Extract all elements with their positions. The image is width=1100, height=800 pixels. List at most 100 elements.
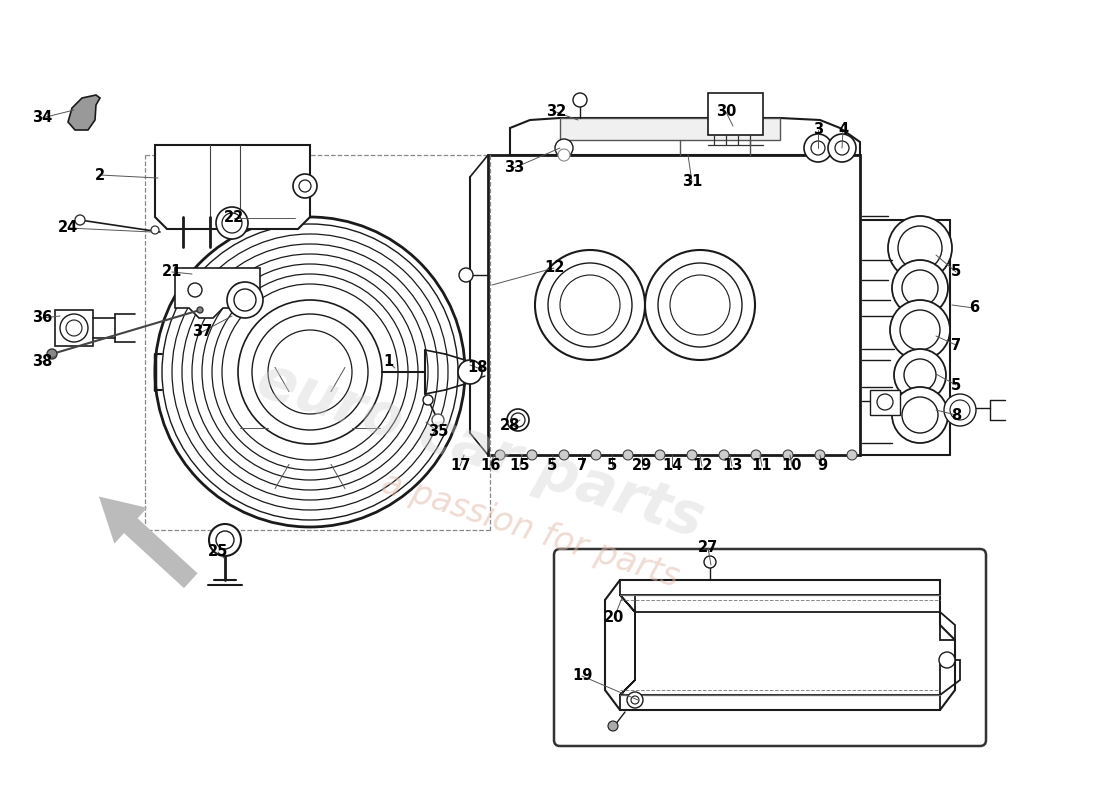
Circle shape xyxy=(222,213,242,233)
Text: 4: 4 xyxy=(838,122,848,138)
Circle shape xyxy=(233,283,248,297)
Circle shape xyxy=(902,270,938,306)
Circle shape xyxy=(898,226,942,270)
Text: 8: 8 xyxy=(950,407,961,422)
Circle shape xyxy=(458,360,482,384)
Circle shape xyxy=(182,244,438,500)
Text: 5: 5 xyxy=(950,265,961,279)
Circle shape xyxy=(688,450,697,460)
Circle shape xyxy=(944,394,976,426)
Text: a passion for parts: a passion for parts xyxy=(377,466,683,594)
Text: 27: 27 xyxy=(697,541,718,555)
Circle shape xyxy=(216,207,248,239)
Circle shape xyxy=(155,217,465,527)
Text: 5: 5 xyxy=(950,378,961,393)
Text: euro car parts: euro car parts xyxy=(250,351,711,549)
Text: 22: 22 xyxy=(224,210,244,226)
Text: 31: 31 xyxy=(682,174,702,190)
Circle shape xyxy=(151,226,160,234)
Circle shape xyxy=(828,134,856,162)
Text: 30: 30 xyxy=(716,105,736,119)
Text: 7: 7 xyxy=(576,458,587,474)
Circle shape xyxy=(658,263,742,347)
Text: 2: 2 xyxy=(95,167,106,182)
Circle shape xyxy=(222,284,398,460)
Text: 37: 37 xyxy=(191,325,212,339)
Text: 25: 25 xyxy=(208,545,228,559)
Circle shape xyxy=(556,139,573,157)
Circle shape xyxy=(888,216,952,280)
Circle shape xyxy=(847,450,857,460)
Text: 5: 5 xyxy=(547,458,557,474)
Circle shape xyxy=(197,307,204,313)
Text: 16: 16 xyxy=(480,458,501,474)
Circle shape xyxy=(238,300,382,444)
Circle shape xyxy=(459,268,473,282)
Circle shape xyxy=(751,450,761,460)
Text: 7: 7 xyxy=(950,338,961,353)
Text: 32: 32 xyxy=(546,105,566,119)
Circle shape xyxy=(252,314,368,430)
Polygon shape xyxy=(620,580,960,710)
Circle shape xyxy=(172,234,448,510)
Circle shape xyxy=(559,450,569,460)
Circle shape xyxy=(299,180,311,192)
Circle shape xyxy=(877,394,893,410)
Circle shape xyxy=(783,450,793,460)
Text: 12: 12 xyxy=(692,458,712,474)
Text: 38: 38 xyxy=(32,354,52,370)
Circle shape xyxy=(892,260,948,316)
Circle shape xyxy=(507,409,529,431)
Text: 6: 6 xyxy=(969,301,979,315)
Circle shape xyxy=(654,450,666,460)
Text: 10: 10 xyxy=(782,458,802,474)
Polygon shape xyxy=(488,155,860,455)
Polygon shape xyxy=(870,390,900,415)
Circle shape xyxy=(623,450,632,460)
Text: 17: 17 xyxy=(450,458,470,474)
Bar xyxy=(708,93,763,135)
Circle shape xyxy=(268,330,352,414)
Polygon shape xyxy=(560,118,780,140)
Circle shape xyxy=(216,531,234,549)
Text: 11: 11 xyxy=(751,458,772,474)
Circle shape xyxy=(293,174,317,198)
Polygon shape xyxy=(175,268,260,318)
Polygon shape xyxy=(55,310,94,346)
Text: 5: 5 xyxy=(607,458,617,474)
Text: 28: 28 xyxy=(499,418,520,434)
Circle shape xyxy=(815,450,825,460)
Circle shape xyxy=(902,397,938,433)
Text: 14: 14 xyxy=(662,458,682,474)
Circle shape xyxy=(560,275,620,335)
Text: 35: 35 xyxy=(428,425,448,439)
Circle shape xyxy=(212,274,408,470)
Polygon shape xyxy=(510,118,860,155)
Text: 20: 20 xyxy=(604,610,624,626)
Circle shape xyxy=(591,450,601,460)
Circle shape xyxy=(608,721,618,731)
Circle shape xyxy=(209,524,241,556)
Text: 21: 21 xyxy=(162,265,183,279)
Text: 33: 33 xyxy=(504,161,524,175)
Circle shape xyxy=(670,275,730,335)
Circle shape xyxy=(192,254,428,490)
Circle shape xyxy=(890,300,950,360)
Circle shape xyxy=(900,310,940,350)
Text: 9: 9 xyxy=(817,458,827,474)
Text: 13: 13 xyxy=(722,458,742,474)
Text: 18: 18 xyxy=(468,361,488,375)
Circle shape xyxy=(627,692,644,708)
Text: 24: 24 xyxy=(58,221,78,235)
Text: 34: 34 xyxy=(32,110,52,126)
Circle shape xyxy=(645,250,755,360)
Circle shape xyxy=(573,93,587,107)
Circle shape xyxy=(227,282,263,318)
Circle shape xyxy=(66,320,82,336)
Circle shape xyxy=(202,264,418,480)
Circle shape xyxy=(512,413,525,427)
FancyBboxPatch shape xyxy=(554,549,986,746)
Text: 29: 29 xyxy=(631,458,652,474)
Text: 36: 36 xyxy=(32,310,52,326)
Circle shape xyxy=(631,696,639,704)
